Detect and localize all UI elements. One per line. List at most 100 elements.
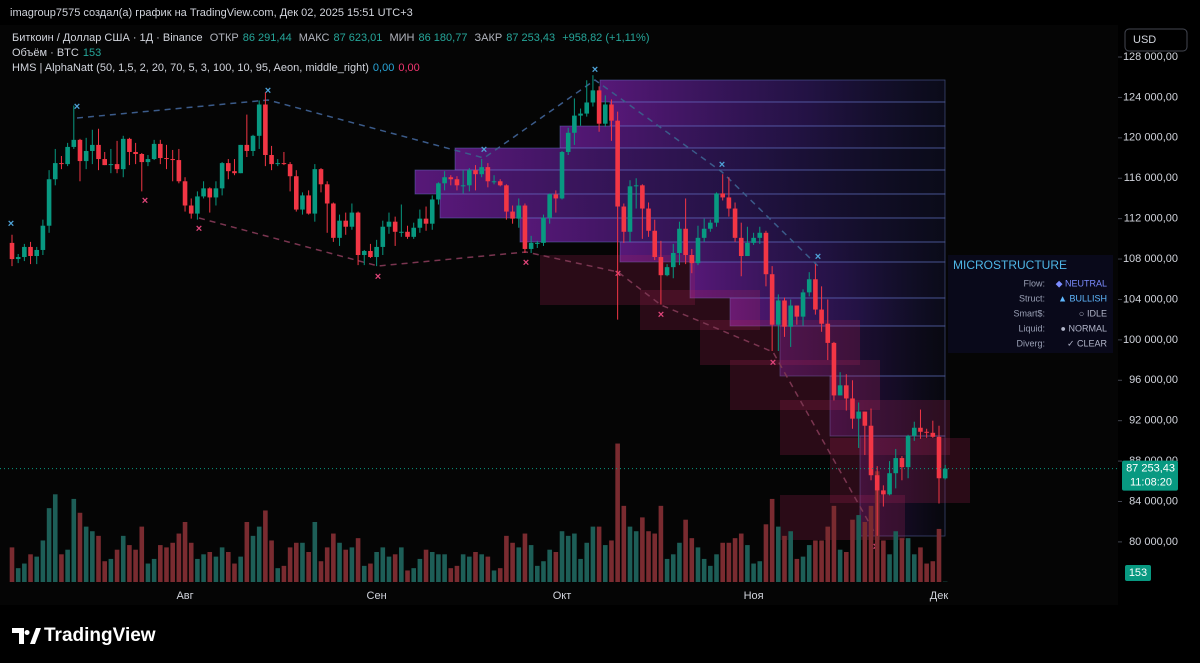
candle-body	[936, 436, 942, 479]
volume-bar	[596, 526, 602, 582]
svg-text:×: ×	[658, 309, 664, 321]
candle-body	[287, 164, 293, 177]
volume-bar	[528, 545, 534, 582]
volume-bar	[640, 517, 645, 582]
volume-bar	[689, 538, 695, 582]
panel-key: Diverg:	[1016, 338, 1045, 348]
candle-body	[343, 220, 349, 227]
change: +958,82 (+1,11%)	[562, 32, 650, 44]
candle-body	[942, 468, 948, 479]
volume-bar	[522, 533, 528, 582]
volume-bar	[250, 535, 256, 582]
candle-body	[887, 473, 892, 495]
volume-bar	[368, 563, 373, 582]
volume-bar	[22, 563, 27, 582]
volume-bar	[256, 526, 262, 582]
volume-bar	[467, 556, 472, 582]
candle-body	[374, 246, 379, 258]
volume-bar	[83, 526, 89, 582]
candle-body	[454, 179, 460, 186]
low-value: 86 180,77	[418, 32, 468, 44]
volume-bar	[102, 561, 107, 582]
candle-body	[170, 159, 175, 161]
legend-row-1: Биткоин / Доллар США · 1Д · Binance ОТКР…	[12, 32, 653, 44]
candle-body	[831, 342, 837, 396]
candle-body	[646, 208, 651, 231]
candle-body	[850, 398, 855, 419]
volume-bar	[844, 552, 849, 582]
candle-body	[714, 193, 719, 223]
volume-bar	[460, 554, 466, 582]
volume-bar	[800, 556, 806, 582]
currency-box[interactable]	[1124, 28, 1188, 52]
volume-bar	[429, 552, 435, 582]
candle-body	[133, 151, 138, 154]
volume-bar	[720, 542, 725, 582]
high-value: 87 623,01	[333, 32, 383, 44]
candle-body	[677, 228, 682, 253]
volume-bar	[281, 565, 287, 582]
volume-bar	[399, 547, 404, 582]
candle-body	[837, 385, 843, 396]
volume-bar	[572, 533, 577, 582]
volume-bar	[887, 554, 892, 582]
volume-bar	[238, 556, 243, 582]
candle-body	[442, 177, 447, 184]
x-tick-label: Дек	[930, 590, 949, 602]
volume-bar	[806, 545, 812, 582]
indicator: HMS | AlphaNatt (50, 1,5, 2, 20, 70, 5, …	[12, 62, 369, 74]
svg-text:×: ×	[523, 257, 529, 269]
volume-bar	[46, 508, 52, 582]
candle-body	[429, 199, 435, 224]
volume-bar	[244, 522, 250, 582]
volume-bar	[114, 549, 120, 582]
volume-bar	[151, 558, 157, 582]
volume-bar	[473, 552, 478, 582]
volume-bar	[584, 542, 590, 582]
candle-body	[65, 146, 70, 165]
volume-bar	[195, 558, 200, 582]
candle-layer	[9, 75, 948, 536]
volume-bar	[380, 547, 386, 582]
y-tick-label: 80 000,00	[1129, 536, 1178, 548]
volume-bar	[300, 542, 305, 582]
candle-body	[46, 179, 52, 226]
volume-bar	[769, 498, 775, 582]
volume-bar	[188, 542, 194, 582]
volume-bar	[541, 561, 546, 582]
volume-bar	[9, 547, 15, 582]
candle-body	[899, 458, 905, 468]
currency: USD	[1133, 34, 1156, 46]
candle-body	[226, 163, 231, 172]
volume-bar	[788, 531, 793, 582]
svg-text:×: ×	[770, 357, 776, 369]
candle-body	[114, 164, 120, 170]
candle-body	[127, 138, 132, 152]
volume-bar	[930, 561, 936, 582]
volume-bar	[485, 556, 491, 582]
candle-body	[256, 104, 262, 136]
volume-bar	[306, 552, 311, 582]
candle-body	[918, 427, 923, 432]
volume-bar	[559, 531, 565, 582]
volume-bar	[158, 545, 163, 582]
svg-text:×: ×	[815, 251, 821, 263]
y-tick-label: 120 000,00	[1123, 132, 1178, 144]
volume-bar	[924, 563, 929, 582]
top-bar	[0, 0, 1200, 25]
open-label: ОТКР	[209, 32, 239, 44]
candle-body	[806, 279, 812, 293]
candle-body	[528, 242, 534, 249]
candle-body	[738, 237, 744, 257]
volume-bar	[133, 549, 138, 582]
panel-value: ○ IDLE	[1079, 308, 1107, 318]
volume-bar	[170, 542, 175, 582]
svg-text:×: ×	[142, 195, 148, 207]
svg-text:×: ×	[74, 101, 80, 113]
panel-value: ✓ CLEAR	[1067, 338, 1108, 348]
candle-body	[120, 138, 126, 170]
volume-bar	[65, 549, 70, 582]
volume-bar	[71, 498, 77, 582]
indicator-value: 0,00	[372, 62, 395, 74]
